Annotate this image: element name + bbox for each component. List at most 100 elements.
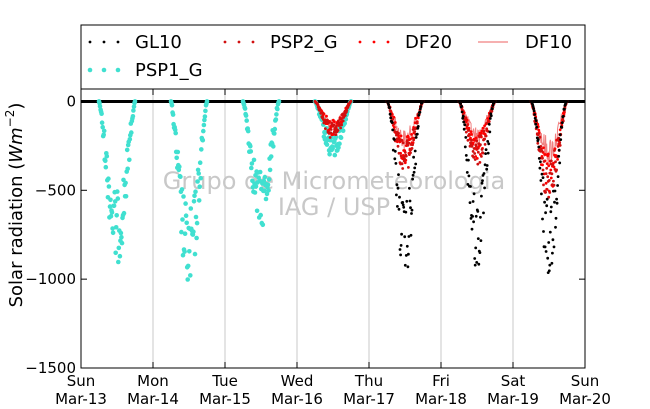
data-point xyxy=(479,215,482,219)
data-point xyxy=(472,155,475,159)
data-point xyxy=(471,215,474,218)
data-point xyxy=(486,151,490,155)
data-point xyxy=(336,128,339,132)
data-point xyxy=(478,161,482,164)
data-point xyxy=(413,166,417,170)
data-point xyxy=(547,164,551,168)
data-point xyxy=(472,147,476,150)
data-point xyxy=(332,130,336,134)
data-point xyxy=(537,145,541,149)
data-point xyxy=(461,114,465,118)
data-point xyxy=(394,162,398,165)
data-point xyxy=(116,259,121,265)
data-point xyxy=(464,117,468,120)
data-point xyxy=(553,189,557,193)
data-point xyxy=(407,135,410,139)
data-point xyxy=(327,121,330,125)
data-point xyxy=(110,230,116,236)
x-tick-date: Mar-16 xyxy=(271,390,323,408)
data-point xyxy=(549,168,553,172)
data-point xyxy=(542,160,546,163)
data-point xyxy=(180,217,185,222)
data-point xyxy=(103,158,108,164)
data-point xyxy=(200,137,206,143)
data-point xyxy=(484,152,487,156)
data-point xyxy=(557,148,561,152)
data-point xyxy=(273,117,279,122)
data-point xyxy=(203,108,208,114)
y-tick-label: 0 xyxy=(66,92,76,110)
data-point xyxy=(531,105,535,108)
data-point xyxy=(539,145,543,148)
data-point xyxy=(470,227,474,231)
data-point xyxy=(99,120,105,125)
data-point xyxy=(546,175,550,179)
data-point xyxy=(340,121,343,125)
data-point xyxy=(401,203,405,207)
data-point xyxy=(409,137,412,141)
legend-dot-marker xyxy=(358,40,362,44)
legend-dot-marker xyxy=(223,40,227,44)
data-point xyxy=(561,117,565,121)
data-point xyxy=(484,148,488,152)
data-point xyxy=(460,104,463,108)
data-point xyxy=(407,235,411,238)
data-point xyxy=(179,187,185,192)
data-point xyxy=(119,234,124,240)
watermark-line-2: IAG / USP xyxy=(278,193,390,221)
data-point xyxy=(191,199,197,204)
data-point xyxy=(558,141,562,145)
y-tick-label: −1500 xyxy=(25,359,76,377)
watermark: Grupo de Micrometeorologia IAG / USP xyxy=(163,167,505,221)
data-point xyxy=(338,124,341,127)
data-point xyxy=(544,211,547,215)
data-point xyxy=(554,216,558,220)
data-point xyxy=(193,189,198,194)
data-point xyxy=(417,113,421,117)
legend-item-gl10: GL10 xyxy=(88,32,182,53)
data-point xyxy=(390,121,394,124)
legend-label: GL10 xyxy=(135,32,182,53)
data-point xyxy=(538,135,542,139)
data-point xyxy=(194,220,200,226)
data-point xyxy=(267,167,273,173)
data-point xyxy=(476,162,480,166)
data-point xyxy=(480,181,484,185)
data-point xyxy=(337,141,342,146)
data-point xyxy=(108,197,113,203)
data-point xyxy=(248,149,254,154)
data-point xyxy=(114,213,119,218)
data-point xyxy=(541,156,544,160)
data-point xyxy=(472,192,476,196)
data-point xyxy=(100,124,105,130)
x-tick-date: Mar-20 xyxy=(559,390,611,408)
data-point xyxy=(558,128,562,132)
data-point xyxy=(545,162,549,166)
legend-item-psp2-g: PSP2_G xyxy=(223,32,338,53)
data-point xyxy=(553,200,556,204)
data-point xyxy=(397,131,400,135)
data-point xyxy=(405,244,409,248)
data-point xyxy=(558,133,562,137)
data-point xyxy=(541,163,544,167)
data-point xyxy=(556,175,560,179)
data-point xyxy=(533,113,537,116)
data-point xyxy=(335,124,338,128)
data-point xyxy=(411,143,414,147)
data-point xyxy=(535,125,539,129)
data-point xyxy=(119,240,125,246)
data-point xyxy=(410,208,414,212)
data-point xyxy=(544,190,547,194)
data-point xyxy=(183,201,188,206)
data-point xyxy=(411,173,415,177)
data-point xyxy=(483,143,487,146)
data-point xyxy=(187,249,192,254)
data-point xyxy=(408,199,412,203)
data-point xyxy=(403,263,407,267)
data-point xyxy=(101,132,106,138)
data-point xyxy=(474,136,478,140)
data-point xyxy=(465,126,469,130)
data-point xyxy=(392,126,396,129)
data-point xyxy=(399,253,402,257)
legend-dot-marker xyxy=(102,40,106,44)
